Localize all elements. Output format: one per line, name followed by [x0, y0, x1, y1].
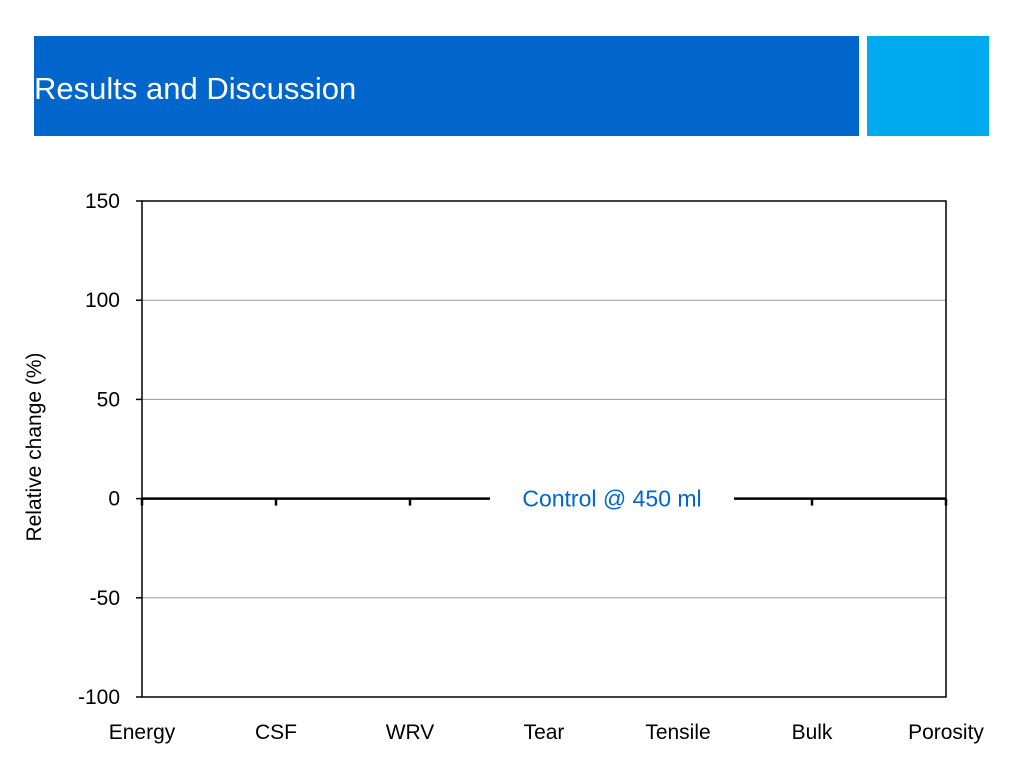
x-tick-label: Tear	[524, 721, 565, 744]
y-tick-label: 150	[85, 190, 120, 213]
x-tick-label: Tensile	[645, 721, 710, 744]
y-axis-title: Relative change (%)	[23, 352, 46, 542]
y-tick-label: 100	[85, 289, 120, 312]
header-accent-block	[867, 36, 989, 136]
x-tick-label: CSF	[255, 721, 297, 744]
plot-area-border	[141, 200, 947, 698]
x-tick-label: WRV	[386, 721, 435, 744]
annotation-label: Control @ 450 ml	[522, 486, 701, 512]
slide-title: Results and Discussion	[34, 71, 357, 106]
annotation-background	[490, 482, 734, 515]
x-tick-label: Porosity	[908, 721, 984, 744]
y-tick-label: 0	[108, 488, 120, 511]
header-bar	[34, 36, 859, 136]
x-tick-label: Energy	[109, 721, 176, 744]
x-tick-label: Bulk	[792, 721, 833, 744]
y-tick-label: 50	[97, 388, 120, 411]
y-tick-label: -100	[78, 686, 120, 709]
y-tick-label: -50	[90, 587, 120, 610]
